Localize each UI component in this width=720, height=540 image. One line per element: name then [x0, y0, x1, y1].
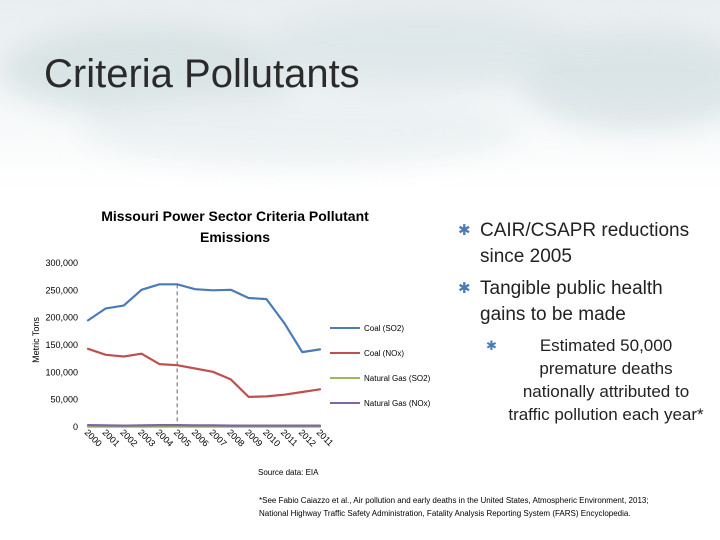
asterisk-bullet-icon: ✱: [458, 222, 471, 239]
legend-label: Coal (SO2): [364, 324, 404, 333]
footnote-line-2: National Highway Traffic Safety Administ…: [259, 509, 631, 518]
x-tick-label: 2010: [261, 427, 282, 448]
x-tick-label: 2011: [279, 427, 300, 448]
x-tick-label: 2012: [297, 427, 318, 448]
legend-coal-so2: Coal (SO2): [330, 324, 404, 333]
legend-label: Natural Gas (SO2): [364, 374, 431, 383]
banner-background: [0, 0, 720, 190]
x-axis-ticks: 2000200120022003200420052006200720082009…: [83, 427, 336, 448]
natural-gas-nox-line: [86, 424, 322, 427]
x-tick-label: 2009: [243, 427, 264, 448]
bullet-text: CAIR/CSAPR reductions since 2005: [480, 220, 690, 267]
y-tick-label: 100,000: [45, 367, 78, 377]
y-tick-label: 50,000: [50, 395, 78, 405]
x-tick-label: 2011: [315, 427, 336, 448]
legend-label: Coal (NOx): [364, 349, 404, 358]
series-lines: [86, 283, 322, 428]
y-axis-ticks: 0 50,000 100,000 150,000 200,000 250,000 300,0…: [45, 258, 78, 432]
x-tick-label: 2005: [172, 427, 193, 448]
coal-nox-line: [86, 347, 322, 398]
x-tick-label: 2000: [83, 427, 104, 448]
source-label: Source data: EIA: [258, 468, 319, 477]
x-tick-label: 2001: [100, 427, 121, 448]
chart-title-line-1: Missouri Power Sector Criteria Pollutant: [101, 208, 369, 224]
y-tick-label: 300,000: [45, 258, 78, 268]
x-tick-label: 2006: [190, 427, 211, 448]
legend-coal-nox: Coal (NOx): [330, 349, 404, 358]
title-banner: Criteria Pollutants: [0, 0, 720, 190]
sub-bullet-item: ✱ Estimated 50,000 premature deaths nati…: [456, 334, 706, 426]
x-tick-label: 2008: [225, 427, 246, 448]
asterisk-bullet-icon: ✱: [458, 280, 471, 297]
x-tick-label: 2003: [136, 427, 157, 448]
legend-natural-gas-so2: Natural Gas (SO2): [330, 374, 431, 383]
legend-natural-gas-nox: Natural Gas (NOx): [330, 399, 431, 408]
y-tick-label: 0: [73, 422, 78, 432]
coal-so2-line: [86, 283, 322, 354]
asterisk-bullet-icon: ✱: [486, 338, 497, 353]
bullet-item: ✱ CAIR/CSAPR reductions since 2005: [456, 218, 706, 270]
y-tick-label: 200,000: [45, 313, 78, 323]
chart-legend: Coal (SO2) Coal (NOx) Natural Gas (SO2) Nat…: [330, 324, 431, 408]
y-tick-label: 250,000: [45, 285, 78, 295]
footnote-line-1: *See Fabio Caiazzo et al., Air pollution…: [259, 496, 649, 505]
footnote: *See Fabio Caiazzo et al., Air pollution…: [259, 494, 719, 520]
chart-title: Missouri Power Sector Criteria Pollutant…: [70, 206, 400, 248]
bullet-item: ✱ Tangible public health gains to be mad…: [456, 276, 706, 328]
x-tick-label: 2007: [208, 427, 229, 448]
x-tick-label: 2004: [154, 427, 175, 448]
slide-title: Criteria Pollutants: [44, 52, 360, 96]
bullet-list: ✱ CAIR/CSAPR reductions since 2005 ✱ Tan…: [456, 218, 706, 426]
y-axis-title: Metric Tons: [31, 317, 41, 363]
y-tick-label: 150,000: [45, 340, 78, 350]
sub-bullet-text: Estimated 50,000 premature deaths nation…: [508, 336, 704, 424]
chart-title-line-2: Emissions: [199, 229, 271, 245]
legend-label: Natural Gas (NOx): [364, 399, 431, 408]
bullet-text: Tangible public health gains to be made: [480, 278, 663, 325]
x-tick-label: 2002: [118, 427, 139, 448]
